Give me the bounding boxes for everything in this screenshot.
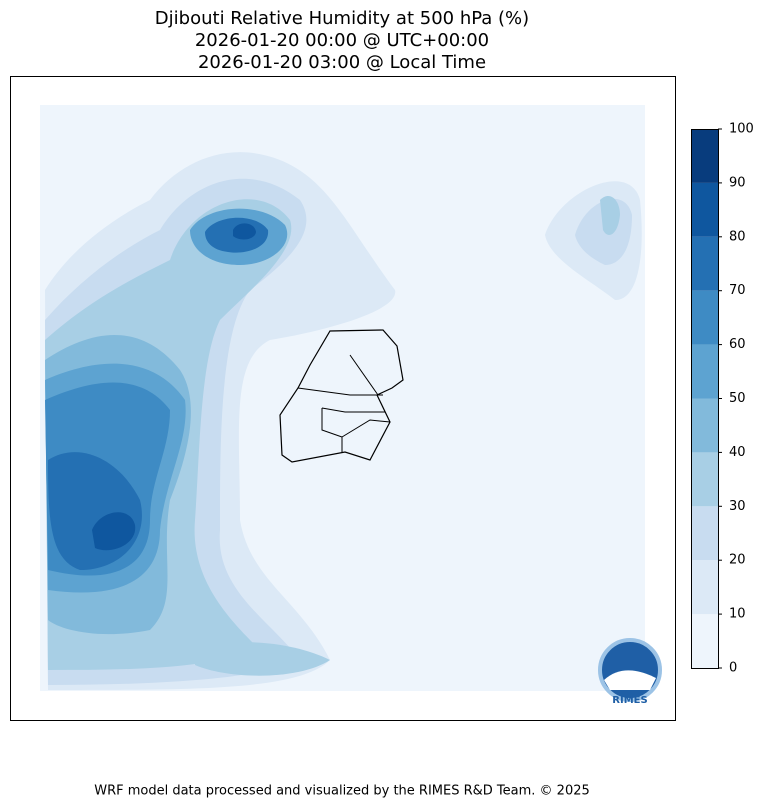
country-border bbox=[279, 329, 404, 463]
contour-80 bbox=[92, 512, 136, 551]
title-line: 2026-01-20 03:00 @ Local Time bbox=[198, 52, 486, 73]
title-line: Djibouti Relative Humidity at 500 hPa (%… bbox=[155, 8, 529, 29]
colorbar-segment bbox=[691, 614, 718, 668]
colorbar-segment bbox=[691, 344, 718, 399]
colorbar-segment bbox=[691, 452, 718, 507]
map-frame bbox=[10, 76, 676, 721]
colorbar-tick-label: 70 bbox=[729, 283, 746, 298]
colorbar: 0 10 20 30 40 50 60 70 80 90 100 bbox=[691, 122, 754, 676]
colorbar-segment bbox=[691, 290, 718, 345]
logo: RIMES bbox=[598, 638, 662, 706]
colorbar-segment bbox=[691, 129, 718, 183]
contour-80 bbox=[233, 223, 256, 240]
colorbar-tick-label: 30 bbox=[729, 499, 746, 514]
colorbar-frame bbox=[691, 129, 719, 669]
colorbar-tick-label: 90 bbox=[729, 175, 746, 190]
colorbar-segment bbox=[691, 182, 718, 237]
logo-text: RIMES bbox=[612, 695, 647, 706]
colorbar-segment bbox=[691, 398, 718, 453]
colorbar-tick-label: 80 bbox=[729, 229, 746, 244]
contour-30 bbox=[600, 195, 620, 235]
colorbar-tick-label: 20 bbox=[729, 553, 746, 568]
colorbar-tick-label: 0 bbox=[729, 661, 737, 676]
title-line: 2026-01-20 00:00 @ UTC+00:00 bbox=[195, 30, 489, 51]
logo-emblem bbox=[598, 638, 662, 702]
colorbar-segment bbox=[691, 236, 718, 291]
logo-wave bbox=[604, 670, 656, 690]
colorbar-tick-label: 100 bbox=[729, 122, 754, 137]
map-field bbox=[40, 105, 645, 691]
colorbar-tick-label: 60 bbox=[729, 337, 746, 352]
colorbar-tick-label: 40 bbox=[729, 445, 746, 460]
footer-text: WRF model data processed and visualized … bbox=[94, 784, 590, 799]
colorbar-segment bbox=[691, 506, 718, 561]
colorbar-tick-label: 10 bbox=[729, 607, 746, 622]
colorbar-segment bbox=[691, 560, 718, 615]
region-border bbox=[297, 354, 391, 452]
contour-30 bbox=[195, 642, 330, 676]
colorbar-tick-label: 50 bbox=[729, 391, 746, 406]
